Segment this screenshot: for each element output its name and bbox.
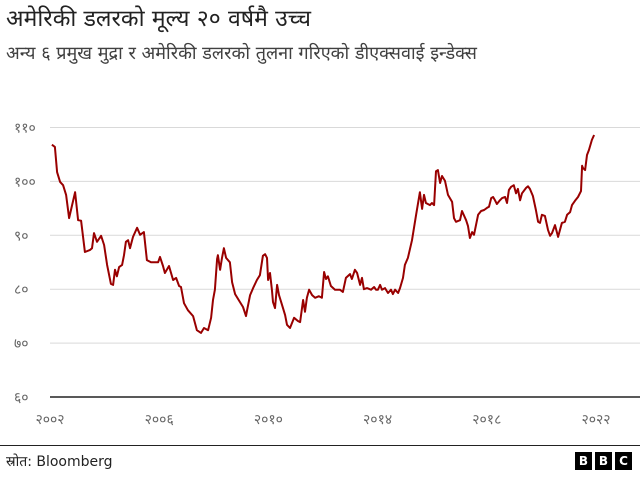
x-tick-label: २०१० [254, 412, 283, 428]
source-note: स्रोत: Bloomberg [6, 454, 113, 470]
y-tick-label: ११० [14, 121, 36, 137]
y-tick-label: ७० [14, 336, 29, 352]
x-tick-label: २०२२ [581, 412, 610, 428]
series-line-dxy [51, 134, 596, 334]
x-tick-label: २०१८ [472, 412, 501, 428]
bbc-logo-block: C [615, 452, 632, 470]
bbc-logo-block: B [595, 452, 612, 470]
footer-divider [0, 445, 640, 446]
gridlines [50, 127, 640, 398]
bbc-logo: B B C [575, 452, 632, 470]
line-chart: ११० १०० ९० ८० ७० ६० २००२ २००६ २०१० २०१४ २०१८ २०२२ [14, 121, 640, 428]
chart-title: अमेरिकी डलरको मूल्य २० वर्षमै उच्च [6, 6, 312, 32]
bbc-logo-block: B [575, 452, 592, 470]
y-axis-ticks: ११० १०० ९० ८० ७० ६० [14, 121, 36, 407]
x-tick-label: २०१४ [363, 412, 392, 428]
x-axis-ticks: २००२ २००६ २०१० २०१४ २०१८ २०२२ [35, 412, 610, 428]
y-tick-label: १०० [14, 174, 36, 190]
x-tick-label: २००६ [145, 412, 174, 428]
series-layer [51, 134, 596, 334]
y-tick-label: ६० [14, 390, 29, 406]
x-tick-label: २००२ [35, 412, 64, 428]
y-tick-label: ९० [14, 228, 29, 244]
y-tick-label: ८० [14, 282, 29, 298]
chart-subtitle: अन्य ६ प्रमुख मुद्रा र अमेरिकी डलरको तुल… [6, 43, 477, 64]
